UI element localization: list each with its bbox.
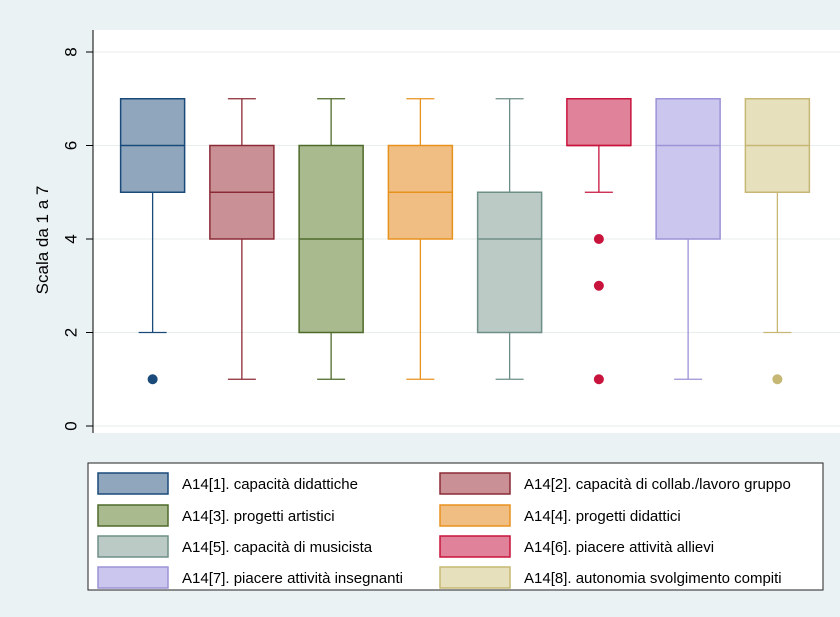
legend-label: A14[4]. progetti didattici xyxy=(524,508,681,525)
legend-swatch xyxy=(439,504,511,527)
legend-label: A14[8]. autonomia svolgimento compiti xyxy=(524,570,782,587)
legend-label: A14[7]. piacere attività insegnanti xyxy=(182,570,403,587)
legend-item-3: A14[3]. progetti artistici xyxy=(97,504,335,527)
y-tick-label: 4 xyxy=(61,234,80,243)
plot-area xyxy=(93,30,840,433)
y-tick-label: 8 xyxy=(61,47,80,56)
legend-swatch xyxy=(439,472,511,495)
box-2 xyxy=(209,98,275,380)
box-7 xyxy=(655,98,721,380)
iqr-box xyxy=(655,98,721,240)
iqr-box xyxy=(476,191,543,334)
legend-item-7: A14[7]. piacere attività insegnanti xyxy=(97,566,403,589)
legend-item-6: A14[6]. piacere attività allievi xyxy=(439,535,714,558)
box-8 xyxy=(744,98,811,385)
legend-label: A14[6]. piacere attività allievi xyxy=(524,539,714,556)
legend-swatch xyxy=(97,535,169,558)
outlier-point xyxy=(147,374,158,385)
y-tick-label: 2 xyxy=(61,328,80,337)
legend-item-5: A14[5]. capacità di musicista xyxy=(97,535,373,558)
legend-label: A14[3]. progetti artistici xyxy=(182,508,335,525)
y-tick-label: 6 xyxy=(61,141,80,150)
box-6 xyxy=(566,98,632,385)
legend-swatch xyxy=(97,504,169,527)
outlier-point xyxy=(772,374,783,385)
legend-item-2: A14[2]. capacità di collab./lavoro grupp… xyxy=(439,472,791,495)
legend-items: A14[1]. capacità didattiche A14[2]. capac… xyxy=(97,472,791,589)
legend-item-8: A14[8]. autonomia svolgimento compiti xyxy=(439,566,782,589)
outlier-point xyxy=(593,374,604,385)
iqr-box xyxy=(566,98,632,147)
box-1 xyxy=(119,98,186,385)
box-4 xyxy=(387,98,454,380)
legend-swatch xyxy=(97,472,169,495)
legend-swatch xyxy=(439,566,511,589)
box-3 xyxy=(298,98,364,380)
legend-item-1: A14[1]. capacità didattiche xyxy=(97,472,358,495)
y-axis-label: Scala da 1 a 7 xyxy=(33,186,52,295)
legend-item-4: A14[4]. progetti didattici xyxy=(439,504,681,527)
legend-label: A14[1]. capacità didattiche xyxy=(182,476,358,493)
legend-label: A14[5]. capacità di musicista xyxy=(182,539,373,556)
legend-swatch xyxy=(97,566,169,589)
outlier-point xyxy=(593,234,604,244)
outlier-point xyxy=(593,280,604,291)
box-series xyxy=(119,98,811,385)
y-axis: 0 2 4 6 8 xyxy=(61,30,94,433)
legend-swatch xyxy=(439,535,511,558)
box-5 xyxy=(476,98,543,380)
legend-label: A14[2]. capacità di collab./lavoro grupp… xyxy=(524,476,791,493)
y-tick-label: 0 xyxy=(61,421,80,430)
